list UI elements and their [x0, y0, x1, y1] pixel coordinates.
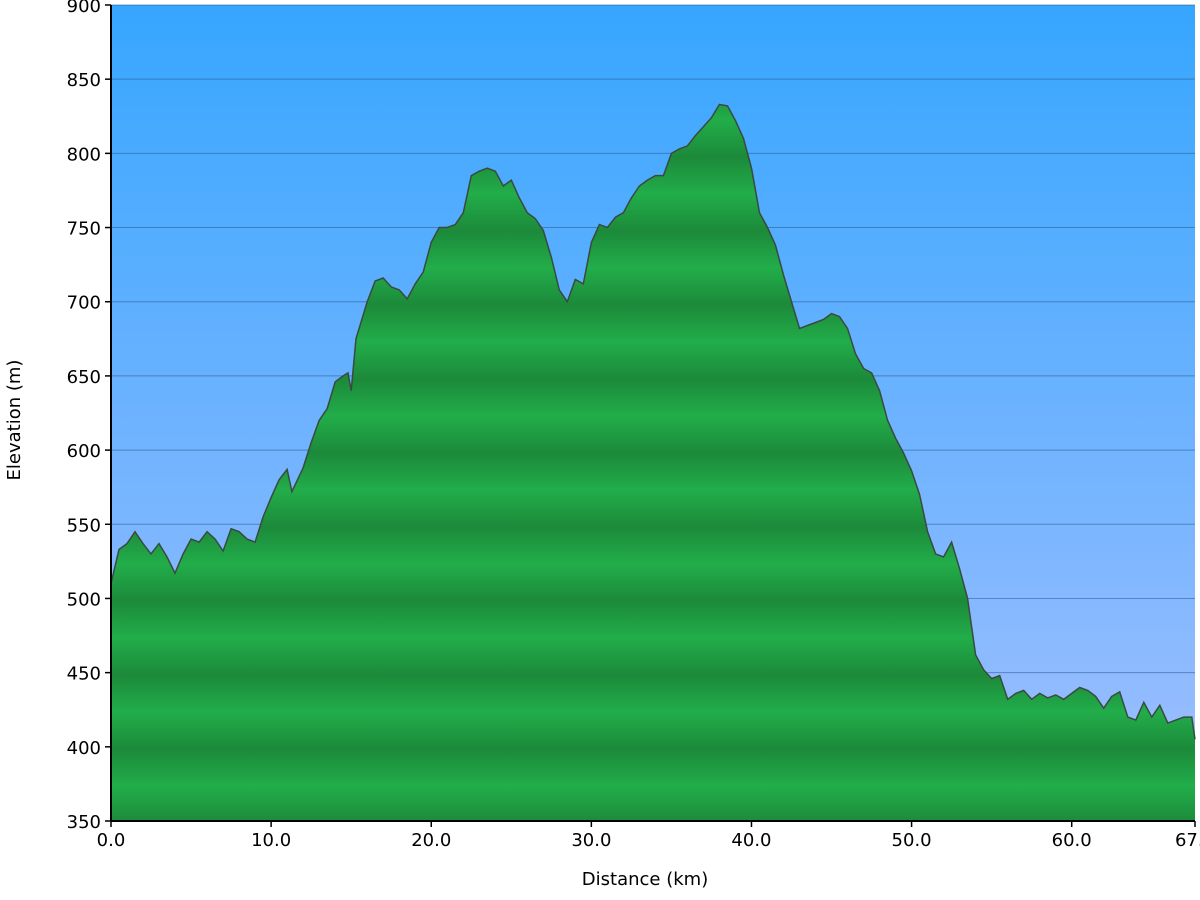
y-tick-label: 900 — [67, 0, 101, 17]
y-tick-label: 800 — [67, 144, 101, 165]
x-axis-label: Distance (km) — [582, 869, 708, 890]
y-tick-label: 650 — [67, 367, 101, 388]
y-tick-label: 850 — [67, 70, 101, 91]
y-tick-label: 450 — [67, 664, 101, 685]
elevation-area — [111, 104, 1195, 821]
x-tick-label: 40.0 — [731, 830, 771, 851]
x-tick-label: 50.0 — [892, 830, 932, 851]
y-tick-label: 600 — [67, 441, 101, 462]
y-tick-label: 500 — [67, 589, 101, 610]
x-tick-label: 0.0 — [97, 830, 126, 851]
x-tick-label: 30.0 — [571, 830, 611, 851]
x-tick-label: 60.0 — [1052, 830, 1092, 851]
x-tick-label: 67.7 — [1175, 830, 1200, 851]
y-tick-label: 550 — [67, 515, 101, 536]
elevation-line — [110, 103, 1196, 740]
y-tick-label: 700 — [67, 293, 101, 314]
x-tick-label: 10.0 — [251, 830, 291, 851]
y-tick-label: 400 — [67, 738, 101, 759]
y-axis-label: Elevation (m) — [4, 360, 25, 481]
x-tick-label: 20.0 — [411, 830, 451, 851]
y-tick-label: 350 — [67, 812, 101, 833]
y-tick-label: 750 — [67, 219, 101, 240]
